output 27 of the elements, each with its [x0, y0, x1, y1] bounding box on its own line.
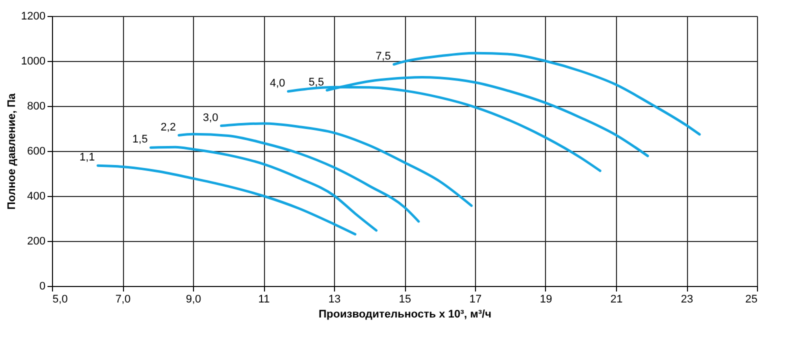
x-tick-label: 21	[610, 294, 623, 306]
x-tick-label: 17	[469, 294, 482, 306]
series-label: 2,2	[160, 121, 176, 134]
y-tick-label: 400	[27, 190, 46, 202]
x-tick-label: 11	[258, 294, 270, 306]
x-tick-label: 13	[328, 294, 341, 306]
y-tick-label: 1200	[21, 10, 46, 22]
x-tick-label: 19	[540, 294, 552, 306]
y-tick-label: 200	[27, 236, 46, 248]
series-label: 1,1	[80, 152, 95, 164]
series-label: 7,5	[376, 50, 391, 62]
x-tick-label: 5,0	[52, 294, 68, 306]
x-tick-label: 9,0	[186, 294, 202, 306]
series-label: 4,0	[270, 77, 286, 90]
x-tick-label: 23	[680, 294, 694, 306]
y-axis-title: Полное давление, Па	[6, 92, 18, 210]
x-tick-label: 25	[745, 294, 758, 306]
y-tick-label: 800	[27, 100, 46, 112]
series-label: 1,5	[132, 134, 148, 146]
x-tick-label: 7,0	[115, 294, 131, 306]
y-tick-label: 1000	[21, 56, 46, 68]
series-label: 3,0	[202, 112, 218, 124]
y-tick-label: 600	[27, 146, 46, 158]
y-tick-label: 0	[39, 280, 46, 292]
series-label: 5,5	[308, 76, 324, 88]
x-tick-label: 15	[398, 294, 412, 306]
x-axis-title: Производительность x 10³, м³/ч	[318, 308, 492, 320]
